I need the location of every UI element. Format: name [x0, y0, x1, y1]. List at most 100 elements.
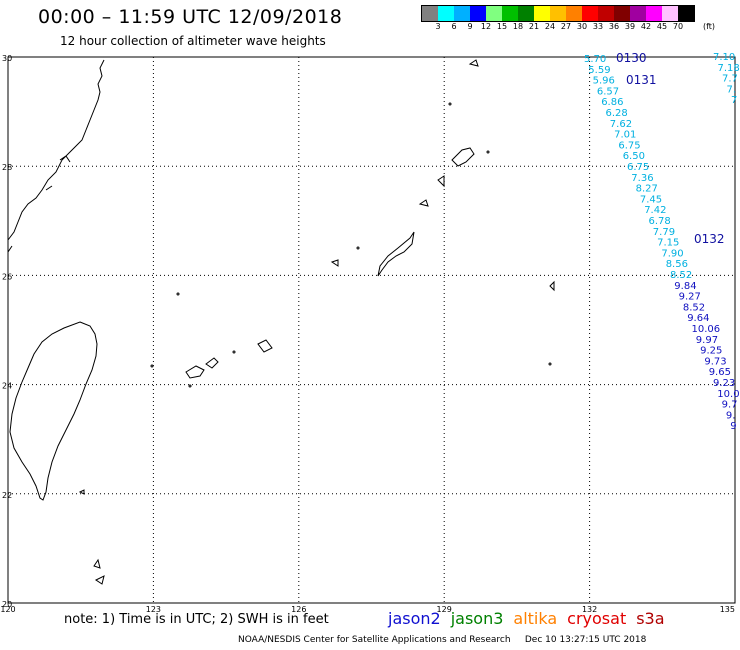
latitude-label: 20 [2, 600, 12, 609]
longitude-tick-labels: 120 123 126 129 132 135 [0, 605, 735, 614]
latitude-label: 22 [2, 491, 12, 500]
small-island [176, 292, 180, 296]
latitude-label: 30 [2, 54, 12, 63]
okinawa-island [377, 231, 415, 277]
wave-height-observation: 6.28 [606, 108, 628, 119]
yakushima-island [468, 59, 479, 67]
scale-swatch [518, 6, 534, 21]
wave-height-observation: 8.52 [670, 270, 692, 281]
map-subtitle: 12 hour collection of altimeter wave hei… [60, 34, 326, 48]
mission-altika: altika [513, 609, 558, 628]
longitude-label: 123 [146, 605, 161, 614]
wave-height-observation: 9.65 [709, 367, 731, 378]
scale-swatch [486, 6, 502, 21]
wave-height-observation: 5.96 [593, 76, 615, 87]
wave-height-observation: 6.57 [597, 86, 619, 97]
scale-swatch [566, 6, 582, 21]
lat-lon-gridlines [8, 57, 735, 603]
small-island [448, 102, 452, 106]
wave-height-observation: 7.42 [644, 205, 666, 216]
wave-height-observation: 7.7 [722, 74, 738, 85]
scale-swatch [662, 6, 678, 21]
wave-height-observation: 9 [730, 421, 736, 432]
latitude-label: 26 [2, 272, 12, 281]
mission-s3a: s3a [636, 609, 665, 628]
wave-height-observation: 7. [727, 84, 737, 95]
wave-height-observation: 7.90 [661, 248, 683, 259]
wave-height-observation: 6.75 [627, 162, 649, 173]
wave-height-observation: 5.59 [588, 65, 610, 76]
mission-jason3: jason3 [450, 609, 504, 628]
pass-time-label: 0131 [626, 73, 657, 87]
mission-jason2: jason2 [388, 609, 441, 628]
scale-swatch [678, 6, 694, 21]
small-island [188, 384, 192, 388]
small-island [356, 246, 360, 250]
wave-height-observation: 10.0 [717, 389, 739, 400]
pass-time-label: 0132 [694, 232, 725, 246]
miyako-island [257, 339, 273, 353]
wave-height-observation: 9.84 [674, 281, 696, 292]
scale-tick-label: 18 [512, 22, 524, 31]
wave-height-observation: 7.15 [657, 238, 679, 249]
scale-tick-label: 9 [467, 22, 473, 31]
wave-height-observation: 9.25 [700, 346, 722, 357]
scale-tick-label: 39 [624, 22, 636, 31]
small-island [437, 175, 445, 188]
altimeter-track-main: 5.705.595.966.576.866.287.627.016.756.50… [584, 54, 740, 432]
latitude-label: 28 [2, 163, 12, 172]
scale-swatch [614, 6, 630, 21]
scale-tick-label: 33 [592, 22, 604, 31]
scale-swatch [470, 6, 486, 21]
scale-tick-label: 42 [640, 22, 652, 31]
wave-height-observation: 9.27 [679, 292, 701, 303]
map-frame [7, 56, 736, 604]
scale-swatch [438, 6, 454, 21]
longitude-label: 120 [0, 605, 15, 614]
small-island [93, 558, 105, 585]
latitude-tick-labels: 30 28 26 24 22 20 [2, 54, 12, 609]
wave-height-observation: 9.97 [696, 335, 718, 346]
wave-height-observation: 7.79 [653, 227, 675, 238]
wave-height-observation: 6.78 [649, 216, 671, 227]
wave-height-observation: 9. [726, 410, 736, 421]
scale-tick-label: 30 [576, 22, 588, 31]
scale-swatch [550, 6, 566, 21]
wave-height-observation: 9.73 [704, 356, 726, 367]
scale-swatch [502, 6, 518, 21]
small-island [549, 280, 555, 292]
scale-swatch [630, 6, 646, 21]
altimeter-track-right: 7.107.187.77.7 [713, 52, 740, 106]
longitude-label: 126 [291, 605, 306, 614]
wave-height-scale-labels: 3 6 9 12 15 18 21 24 27 30 33 36 39 42 45 70 (ft) [421, 22, 740, 34]
scale-tick-label: 70 [672, 22, 684, 31]
wave-height-observation: 9.64 [687, 313, 709, 324]
scale-tick-label: 21 [528, 22, 540, 31]
scale-tick-label: 45 [656, 22, 668, 31]
small-island [486, 150, 490, 154]
scale-tick-label: 24 [544, 22, 556, 31]
scale-unit-label: (ft) [702, 22, 716, 31]
wave-height-observation: 7.36 [631, 173, 653, 184]
scale-tick-label: 12 [480, 22, 492, 31]
wave-height-observation: 7.10 [713, 52, 735, 63]
wave-height-observation: 7 [731, 95, 737, 106]
amami-island [451, 147, 475, 167]
scale-tick-label: 27 [560, 22, 572, 31]
scale-tick-label: 36 [608, 22, 620, 31]
taiwan-coastline [9, 321, 98, 501]
scale-swatch [582, 6, 598, 21]
small-island [78, 489, 85, 495]
wave-height-observation: 8.56 [666, 259, 688, 270]
map-title: 00:00 – 11:59 UTC 12/09/2018 [38, 6, 343, 28]
scale-tick-label: 15 [496, 22, 508, 31]
wave-height-observation: 6.50 [623, 151, 645, 162]
wave-height-observation: 8.52 [683, 302, 705, 313]
scale-swatch [598, 6, 614, 21]
wave-height-observation: 8.27 [636, 184, 658, 195]
scale-swatch [534, 6, 550, 21]
wave-height-observation: 5.70 [584, 54, 606, 65]
wave-height-observation: 7.62 [610, 119, 632, 130]
small-island [232, 350, 236, 354]
scale-tick-label: 6 [451, 22, 457, 31]
